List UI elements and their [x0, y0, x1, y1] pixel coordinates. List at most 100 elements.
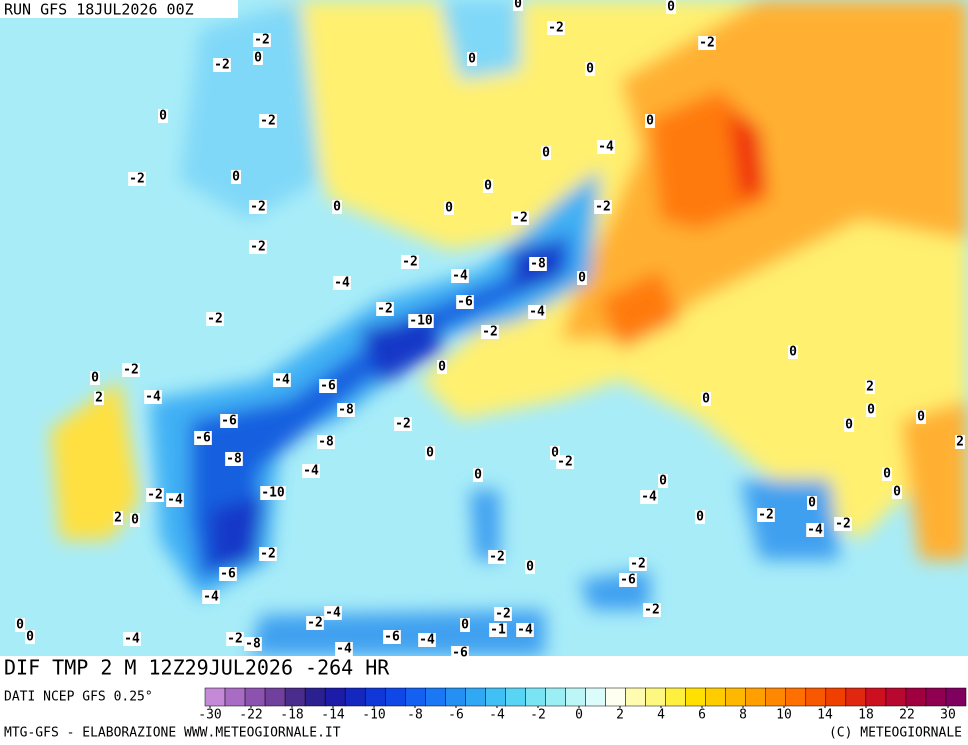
contour-label-bg — [401, 255, 419, 269]
contour-label: 0 — [159, 109, 167, 124]
field — [0, 0, 968, 656]
contour-label-bg — [585, 62, 595, 76]
colorbar-tick-label: 30 — [940, 708, 956, 723]
colorbar-swatch — [465, 687, 486, 707]
colorbar-swatch — [765, 687, 787, 707]
contour-label-bg — [337, 403, 355, 417]
contour-label-bg — [383, 630, 401, 644]
contour-label: 0 — [91, 371, 99, 386]
area — [280, 0, 720, 250]
contour-label-bg — [701, 392, 711, 406]
colorbar-swatch — [745, 687, 766, 707]
contour-label: -4 — [334, 276, 350, 291]
contour-label: -2 — [207, 312, 223, 327]
contour-label: 0 — [551, 446, 559, 461]
contour-label: -2 — [123, 363, 139, 378]
contour-label: -2 — [512, 211, 528, 226]
contour-label: -4 — [325, 606, 341, 621]
colorbar-tick-label: 2 — [616, 708, 624, 723]
contour-label-bg — [467, 52, 477, 66]
contour-label: 2 — [95, 391, 103, 406]
colorbar-swatch — [665, 687, 686, 707]
contour-label-bg — [273, 373, 291, 387]
colorbar-swatch — [725, 687, 746, 707]
contour-label: -2 — [548, 21, 564, 36]
colorbar-tick-label: 0 — [575, 708, 583, 723]
contour-label: 0 — [808, 496, 816, 511]
contour-label: -2 — [489, 550, 505, 565]
contour-label: -6 — [452, 646, 468, 661]
contour-label: 0 — [667, 0, 675, 15]
colorbar-swatch — [805, 687, 827, 707]
contour-label-bg — [640, 490, 658, 504]
contour-label: 0 — [917, 410, 925, 425]
area — [250, 480, 840, 656]
colorbar-swatch — [545, 687, 566, 707]
contour-label-bg — [225, 452, 243, 466]
colorbar-swatch — [485, 687, 506, 707]
copyright: (C) METEOGIORNALE — [829, 726, 962, 741]
contour-label: -2 — [495, 607, 511, 622]
contour-label: 0 — [254, 51, 262, 66]
contour-label-bg — [394, 417, 412, 431]
colorbar-tick-label: -22 — [239, 708, 262, 723]
contour-label: -2 — [307, 616, 323, 631]
contour-label-bg — [882, 467, 892, 481]
contour-label: -6 — [220, 567, 236, 582]
contour-label: 0 — [461, 618, 469, 633]
contour-label: 0 — [333, 200, 341, 215]
contour-label: -4 — [303, 464, 319, 479]
contour-label: -8 — [530, 257, 546, 272]
contour-label-bg — [451, 646, 469, 660]
contour-label: 0 — [696, 510, 704, 525]
area — [600, 90, 770, 350]
contour-label: -2 — [260, 547, 276, 562]
contour-label-bg — [597, 140, 615, 154]
contour-label-bg — [144, 390, 162, 404]
contour-label-bg — [437, 360, 447, 374]
contour-label: -2 — [129, 172, 145, 187]
contour-label: 0 — [484, 179, 492, 194]
contour-label: -2 — [377, 302, 393, 317]
credit: MTG-GFS - ELABORAZIONE WWW.METEOGIORNALE… — [4, 726, 341, 741]
contour-label: -4 — [167, 493, 183, 508]
contour-label-bg — [489, 623, 507, 637]
contour-label-bg — [511, 211, 529, 225]
contour-label-bg — [698, 36, 716, 50]
contour-label: -2 — [758, 508, 774, 523]
colorbar-swatch — [645, 687, 666, 707]
contour-label-bg — [473, 468, 483, 482]
contour-label-bg — [259, 547, 277, 561]
contour-label: -2 — [254, 33, 270, 48]
contour-label: 0 — [468, 52, 476, 67]
colorbar-swatch — [585, 687, 606, 707]
contour-label-bg — [376, 302, 394, 316]
contour-label-bg — [528, 305, 546, 319]
contour-label-bg — [892, 485, 902, 499]
colorbar-tick-label: -10 — [362, 708, 385, 723]
area — [210, 240, 560, 572]
contour-label: -8 — [338, 403, 354, 418]
contour-label: 0 — [438, 360, 446, 375]
contour-label: 0 — [867, 403, 875, 418]
contour-label-bg — [529, 257, 547, 271]
contour-label: -6 — [320, 379, 336, 394]
colorbar-tick-label: 8 — [739, 708, 747, 723]
contour-label: -2 — [482, 325, 498, 340]
contour-label-bg — [594, 200, 612, 214]
contour-label-bg — [158, 109, 168, 123]
colorbar-swatch — [304, 687, 326, 707]
colorbar-swatch — [925, 687, 947, 707]
colorbar-swatch — [244, 687, 266, 707]
contour-label-bg — [113, 511, 123, 525]
colorbar-tick-label: -14 — [321, 708, 345, 723]
contour-label-bg — [259, 114, 277, 128]
contour-label: 0 — [16, 618, 24, 633]
contour-label-bg — [226, 632, 244, 646]
contour-label: -4 — [452, 269, 468, 284]
contour-label-bg — [128, 172, 146, 186]
contour-label-bg — [425, 446, 435, 460]
contour-label: 0 — [586, 62, 594, 77]
contour-label-bg — [260, 486, 286, 500]
